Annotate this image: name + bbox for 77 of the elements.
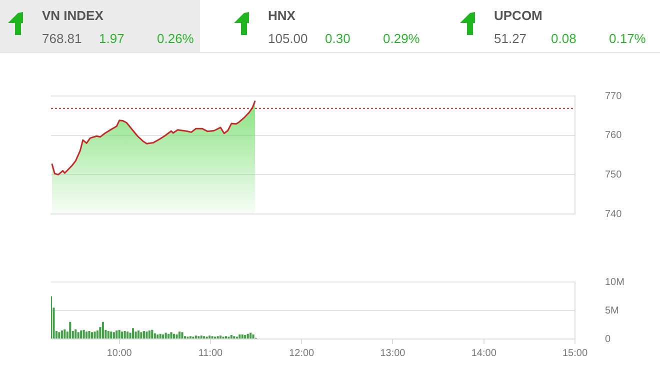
bar bbox=[250, 332, 252, 338]
x-tick-label: 15:00 bbox=[562, 348, 588, 359]
y-tick-label: 0 bbox=[605, 334, 611, 345]
text: VN INDEX bbox=[42, 8, 104, 23]
y-tick-label: 740 bbox=[605, 208, 622, 220]
bar bbox=[238, 334, 241, 338]
bar bbox=[230, 335, 232, 338]
bar bbox=[107, 331, 110, 338]
x-tick-label: 11:00 bbox=[198, 348, 224, 359]
bar bbox=[58, 332, 60, 338]
bar bbox=[102, 322, 104, 338]
bar bbox=[159, 334, 162, 338]
x-tick-label: 13:00 bbox=[380, 348, 406, 359]
bar bbox=[80, 330, 82, 338]
bar bbox=[118, 330, 120, 338]
bar bbox=[194, 336, 197, 338]
bar bbox=[151, 330, 154, 338]
bar bbox=[74, 329, 77, 338]
bar bbox=[82, 330, 85, 338]
bar bbox=[241, 334, 244, 338]
text: 0.30 bbox=[325, 31, 350, 46]
y-tick-label: 760 bbox=[605, 130, 622, 142]
bar bbox=[176, 334, 178, 338]
text: 51.27 bbox=[494, 31, 527, 46]
bar bbox=[77, 332, 80, 338]
bar bbox=[173, 334, 176, 338]
bar bbox=[246, 334, 249, 338]
bar bbox=[134, 332, 137, 338]
bar bbox=[140, 332, 142, 338]
bar bbox=[116, 330, 118, 338]
bar bbox=[142, 331, 145, 338]
y-tick-label: 770 bbox=[605, 90, 622, 102]
bar bbox=[124, 331, 126, 338]
bar bbox=[110, 332, 112, 338]
bar bbox=[132, 328, 134, 338]
bar bbox=[121, 332, 124, 338]
bar bbox=[96, 330, 98, 338]
bar bbox=[252, 334, 254, 338]
bar bbox=[64, 329, 66, 338]
bar bbox=[154, 333, 156, 338]
bar bbox=[86, 332, 88, 338]
y-tick-label: 5M bbox=[605, 305, 619, 316]
x-tick-label: 14:00 bbox=[471, 348, 497, 359]
bar bbox=[88, 331, 90, 338]
text: 768.81 bbox=[42, 31, 82, 46]
text: UPCOM bbox=[494, 8, 542, 23]
bar bbox=[200, 336, 202, 338]
bar bbox=[156, 334, 159, 338]
bar bbox=[162, 334, 164, 338]
text: 1.97 bbox=[99, 31, 124, 46]
text: 0.26% bbox=[157, 31, 194, 46]
bar bbox=[219, 336, 222, 338]
bar bbox=[164, 332, 167, 338]
text: HNX bbox=[268, 8, 296, 23]
bar bbox=[60, 330, 63, 338]
text: 0.08 bbox=[551, 31, 576, 46]
text: 0.29% bbox=[383, 31, 420, 46]
bar bbox=[208, 336, 211, 338]
bar bbox=[148, 330, 150, 338]
bar bbox=[94, 332, 96, 338]
bar bbox=[170, 332, 172, 338]
bar bbox=[178, 332, 181, 338]
bar bbox=[126, 332, 129, 338]
bar bbox=[146, 332, 148, 338]
bar bbox=[112, 332, 115, 338]
bar bbox=[244, 335, 246, 338]
y-tick-label: 750 bbox=[605, 169, 622, 180]
bar bbox=[69, 322, 72, 338]
text: 105.00 bbox=[268, 31, 308, 46]
bar bbox=[90, 332, 94, 338]
bar bbox=[137, 330, 140, 338]
bar bbox=[181, 332, 184, 338]
text: 0.17% bbox=[609, 31, 646, 46]
x-tick-label: 12:00 bbox=[289, 348, 315, 359]
bar bbox=[168, 334, 170, 338]
y-tick-label: 10M bbox=[605, 276, 624, 288]
x-tick-label: 10:00 bbox=[106, 348, 132, 359]
